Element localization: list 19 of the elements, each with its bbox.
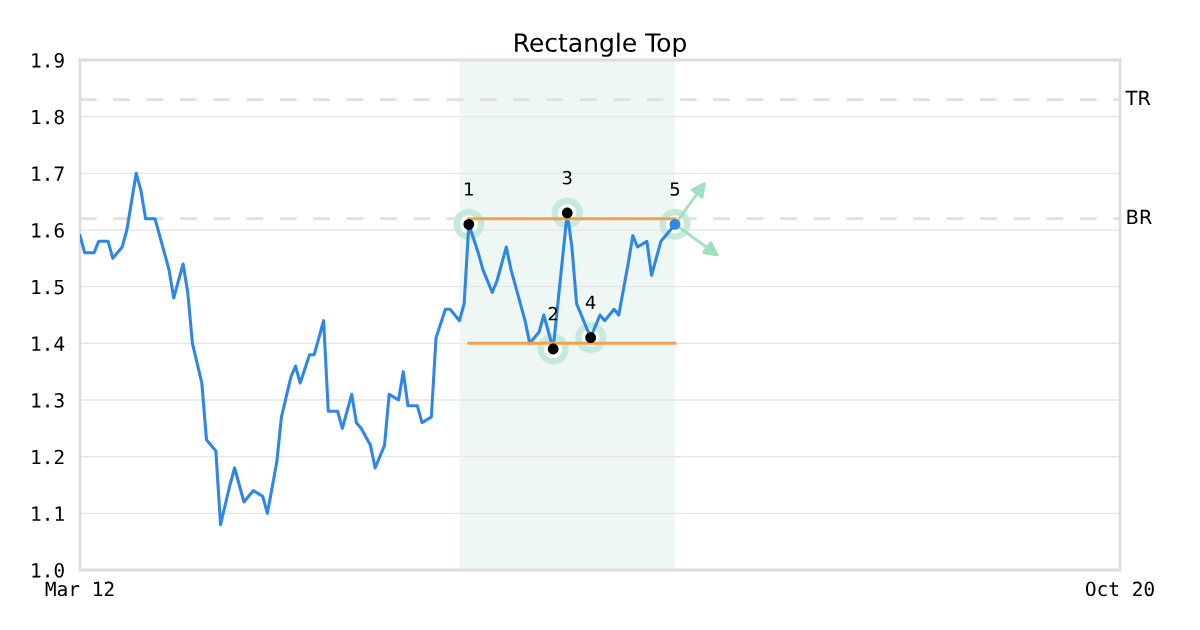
annotation: 4: [585, 295, 596, 309]
y-tick-label: 1.2: [32, 449, 64, 465]
y-tick-label: 1.8: [32, 109, 64, 125]
y-tick-label: 1.3: [32, 393, 64, 408]
y-tick-label: 1.6: [32, 223, 64, 238]
annotation: 1: [465, 182, 473, 196]
x-tick-label: Mar 12: [45, 581, 114, 597]
annotation: 3: [562, 170, 572, 185]
y-tick-label: 1.0: [32, 563, 64, 578]
y-tick-label: 1.5: [32, 279, 64, 295]
ref-line-label: BR: [1127, 209, 1152, 225]
chart-title: Rectangle Top: [515, 32, 686, 57]
annotation: 5: [670, 182, 680, 196]
y-tick-label: 1.4: [32, 336, 65, 351]
ref-line-label: TR: [1125, 90, 1151, 106]
y-tick-label: 1.1: [32, 506, 64, 521]
y-tick-label: 1.7: [32, 166, 64, 181]
x-tick-label: Oct 20: [1085, 581, 1154, 597]
y-tick-label: 1.9: [32, 53, 64, 68]
